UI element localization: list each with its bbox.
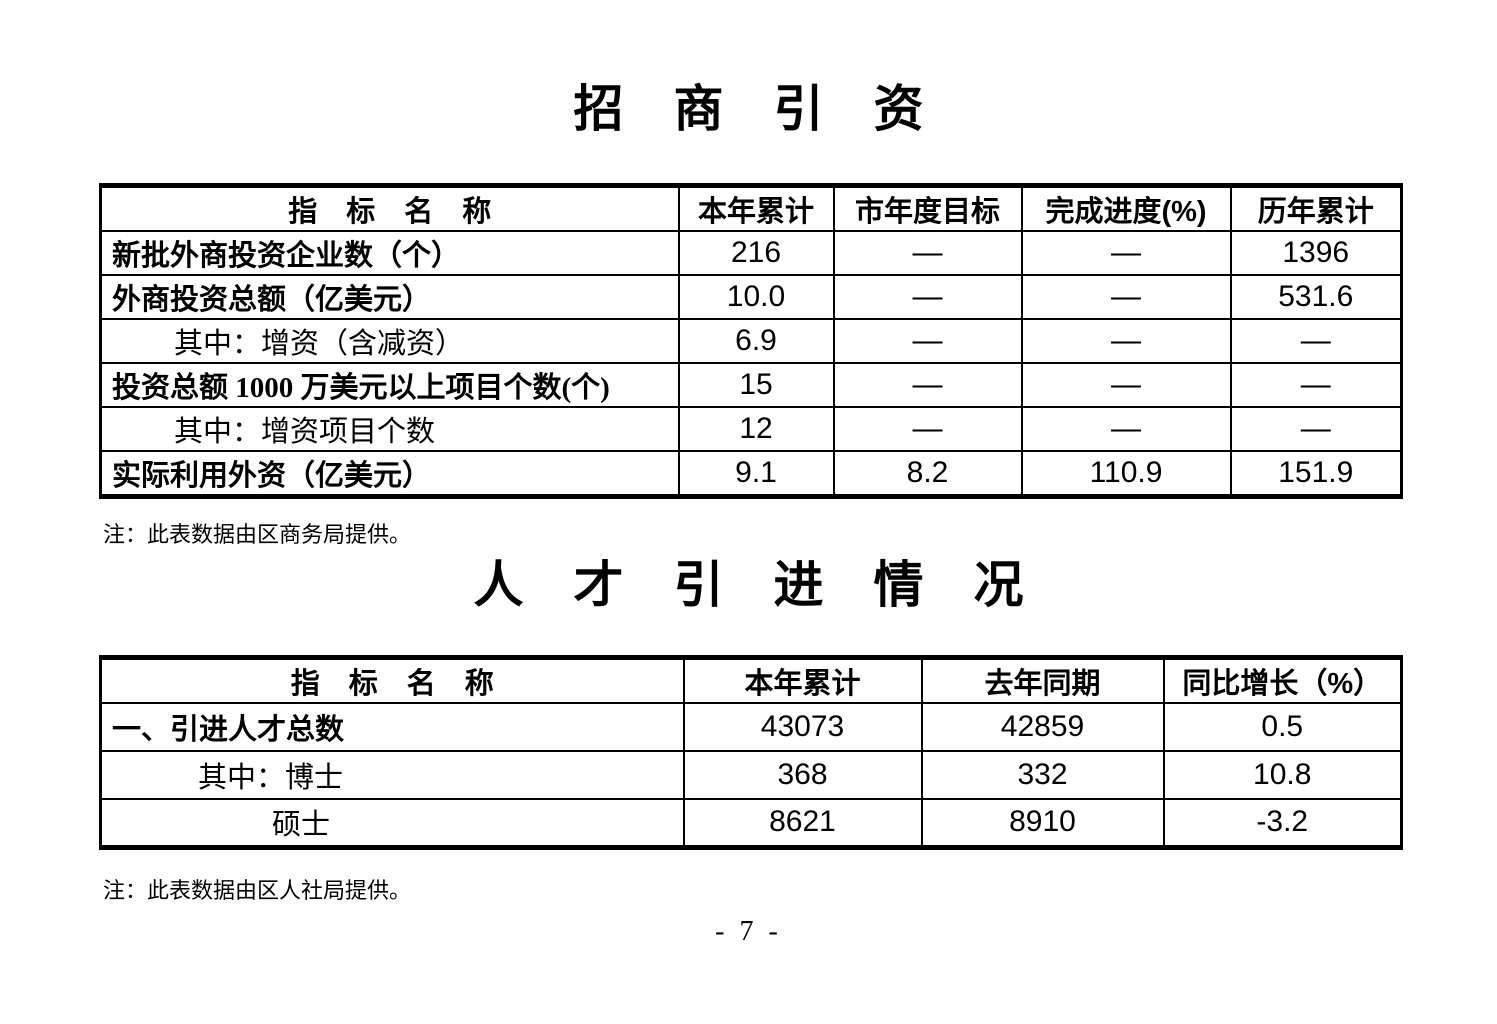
table-row: 实际利用外资（亿美元） 9.1 8.2 110.9 151.9 — [99, 450, 1403, 498]
row-label: 硕士 — [99, 798, 685, 848]
table1-header-this-year: 本年累计 — [677, 184, 835, 232]
cell-value: 8.2 — [832, 450, 1023, 498]
cell-value: 9.1 — [677, 450, 835, 498]
table1-header-row: 指 标 名 称 本年累计 市年度目标 完成进度(%) 历年累计 — [99, 184, 1403, 232]
cell-value: 6.9 — [677, 318, 835, 364]
row-label: 一、引进人才总数 — [99, 702, 685, 752]
cell-value: 1396 — [1229, 230, 1403, 276]
cell-value: — — [1020, 406, 1232, 452]
cell-value: — — [1020, 318, 1232, 364]
cell-value: 8910 — [920, 798, 1165, 848]
cell-value: 8621 — [682, 798, 923, 848]
cell-value: 42859 — [920, 702, 1165, 752]
table2-header-yoy-growth: 同比增长（%） — [1162, 656, 1403, 704]
cell-value: 43073 — [682, 702, 923, 752]
table1-header-progress: 完成进度(%) — [1020, 184, 1232, 232]
table-row: 一、引进人才总数 43073 42859 0.5 — [99, 702, 1403, 752]
cell-value: — — [1020, 230, 1232, 276]
cell-value: — — [1229, 362, 1403, 408]
cell-value: — — [1020, 274, 1232, 320]
cell-value: -3.2 — [1162, 798, 1403, 848]
row-label: 实际利用外资（亿美元） — [99, 450, 680, 498]
table2-header-last-year: 去年同期 — [920, 656, 1165, 704]
table-row: 其中：增资（含减资） 6.9 — — — — [99, 318, 1403, 364]
row-label: 其中：增资（含减资） — [99, 318, 680, 364]
table-row: 其中：增资项目个数 12 — — — — [99, 406, 1403, 452]
section2-title: 人 才 引 进 情 况 — [473, 557, 1024, 613]
table-row: 外商投资总额（亿美元） 10.0 — — 531.6 — [99, 274, 1403, 320]
row-label: 投资总额 1000 万美元以上项目个数(个) — [99, 362, 680, 408]
cell-value: 0.5 — [1162, 702, 1403, 752]
cell-value: — — [1020, 362, 1232, 408]
cell-value: — — [832, 230, 1023, 276]
section1-title: 招 商 引 资 — [573, 81, 924, 137]
cell-value: 151.9 — [1229, 450, 1403, 498]
cell-value: — — [832, 406, 1023, 452]
cell-value: 10.8 — [1162, 750, 1403, 800]
cell-value: 216 — [677, 230, 835, 276]
cell-value: 10.0 — [677, 274, 835, 320]
table2-header-indicator: 指 标 名 称 — [99, 656, 685, 704]
section1-note: 注：此表数据由区商务局提供。 — [103, 522, 412, 547]
cell-value: 15 — [677, 362, 835, 408]
cell-value: 12 — [677, 406, 835, 452]
cell-value: 531.6 — [1229, 274, 1403, 320]
cell-value: — — [1229, 406, 1403, 452]
cell-value: 368 — [682, 750, 923, 800]
table-row: 投资总额 1000 万美元以上项目个数(个) 15 — — — — [99, 362, 1403, 408]
cell-value: — — [832, 362, 1023, 408]
row-label: 外商投资总额（亿美元） — [99, 274, 680, 320]
table2-header-row: 指 标 名 称 本年累计 去年同期 同比增长（%） — [99, 656, 1403, 704]
table1-header-historical: 历年累计 — [1229, 184, 1403, 232]
cell-value: — — [1229, 318, 1403, 364]
page-number: - 7 - — [715, 916, 782, 947]
section2-note: 注：此表数据由区人社局提供。 — [103, 878, 412, 903]
cell-value: 332 — [920, 750, 1165, 800]
table1-header-indicator: 指 标 名 称 — [99, 184, 680, 232]
table-row: 硕士 8621 8910 -3.2 — [99, 798, 1403, 848]
row-label: 新批外商投资企业数（个） — [99, 230, 680, 276]
table1-header-city-target: 市年度目标 — [832, 184, 1023, 232]
row-label: 其中：博士 — [99, 750, 685, 800]
investment-attraction-table: 指 标 名 称 本年累计 市年度目标 完成进度(%) 历年累计 新批外商投资企业… — [99, 183, 1403, 499]
cell-value: — — [832, 318, 1023, 364]
cell-value: — — [832, 274, 1023, 320]
row-label: 其中：增资项目个数 — [99, 406, 680, 452]
cell-value: 110.9 — [1020, 450, 1232, 498]
table-row: 其中：博士 368 332 10.8 — [99, 750, 1403, 800]
table-row: 新批外商投资企业数（个） 216 — — 1396 — [99, 230, 1403, 276]
table2-header-this-year: 本年累计 — [682, 656, 923, 704]
talent-introduction-table: 指 标 名 称 本年累计 去年同期 同比增长（%） 一、引进人才总数 43073… — [99, 655, 1403, 850]
